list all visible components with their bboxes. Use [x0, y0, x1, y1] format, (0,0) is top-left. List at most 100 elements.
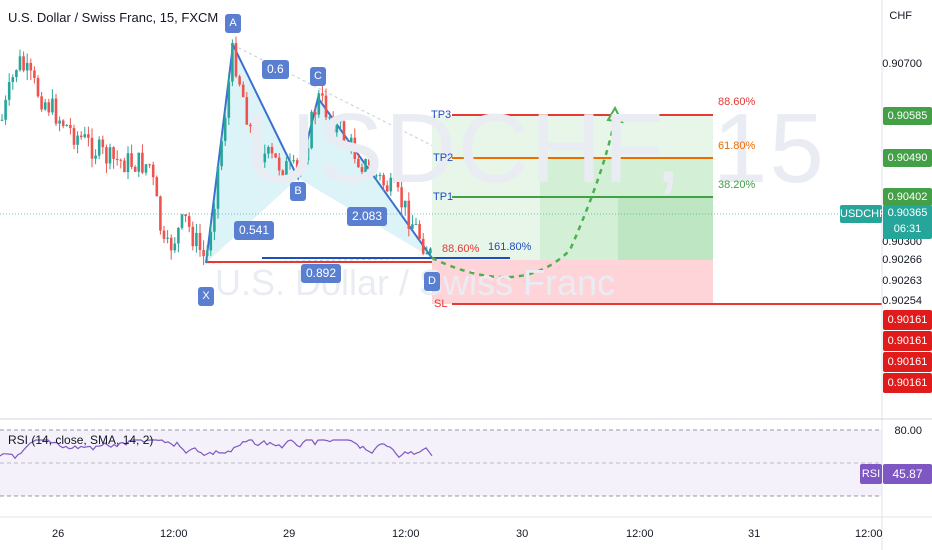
rsi-title: RSI (14, close, SMA, 14, 2)	[8, 433, 154, 447]
candle-body	[126, 153, 130, 173]
candle-body	[227, 81, 231, 118]
candle-body	[133, 166, 137, 172]
chart-title: U.S. Dollar / Swiss Franc, 15, FXCM	[8, 10, 219, 25]
candle-body	[303, 160, 306, 165]
candle-body	[94, 155, 97, 159]
candle-body	[223, 117, 227, 141]
candle-body	[11, 77, 15, 83]
rsi-level-label: 80.00	[894, 425, 922, 437]
candle-body	[177, 227, 180, 244]
watermark-symbol: USDCHF, 15	[245, 93, 826, 203]
candle-body	[187, 216, 191, 227]
tp1-label: TP1	[433, 191, 454, 203]
candle-body	[40, 96, 43, 110]
watermark-name: U.S. Dollar / Swiss Franc	[215, 262, 616, 303]
candle-body	[393, 177, 396, 182]
tp2-label: TP2	[433, 152, 454, 164]
current-price-value: 0.90365	[887, 207, 928, 219]
candle-body	[119, 159, 123, 161]
candle-body	[267, 147, 270, 154]
candle-body	[47, 102, 51, 113]
candle-body	[87, 134, 90, 138]
point-x-badge: X	[198, 287, 214, 306]
candle-body	[205, 250, 209, 257]
sl-price-tag: 0.90161	[883, 310, 932, 330]
candle-body	[155, 177, 159, 197]
candle-body	[33, 70, 36, 79]
candle-body	[4, 99, 7, 120]
candle-body	[231, 43, 234, 82]
candle-body	[123, 160, 126, 173]
entry-pct-right: 161.80%	[488, 241, 532, 253]
candle-body	[292, 160, 295, 162]
candle-body	[69, 124, 72, 129]
price-label: 0.90254	[882, 295, 922, 307]
candle-body	[130, 153, 133, 167]
candle-body	[101, 139, 105, 148]
time-label: 12:00	[626, 528, 654, 540]
ratio-bc-badge: 2.083	[347, 207, 388, 226]
candle-body	[159, 196, 162, 231]
candle-body	[378, 175, 382, 177]
candle-body	[288, 160, 292, 162]
candle-body	[335, 121, 339, 133]
candle-body	[263, 153, 267, 163]
candle-body	[148, 164, 151, 166]
candle-body	[411, 224, 414, 229]
rsi-line	[0, 439, 433, 460]
projection-curve	[431, 117, 617, 279]
candle-body	[400, 187, 403, 208]
candle-body	[277, 157, 281, 171]
candle-body	[252, 126, 256, 139]
tp3-pct: 88.60%	[718, 96, 756, 108]
point-b-badge: B	[290, 182, 306, 201]
candle-body	[364, 158, 367, 173]
candle-body	[429, 248, 432, 254]
candle-body	[90, 137, 94, 159]
candle-body	[213, 208, 216, 232]
candle-body	[115, 158, 119, 160]
candle-body	[346, 142, 349, 145]
candle-body	[216, 166, 220, 209]
candle-body	[367, 158, 371, 166]
sl-price-tag: 0.90161	[883, 373, 932, 393]
candle-body	[299, 164, 303, 171]
candle-body	[331, 117, 335, 133]
candle-body	[54, 98, 58, 124]
candle-body	[285, 161, 288, 177]
candle-body	[324, 95, 328, 118]
candle-body	[169, 237, 173, 251]
candle-body	[43, 102, 47, 110]
candle-body	[357, 158, 360, 168]
candle-body	[180, 214, 184, 228]
candle-body	[241, 84, 245, 98]
candle-body	[313, 111, 317, 115]
candle-body	[18, 56, 22, 71]
candle-body	[36, 78, 40, 97]
candle-body	[198, 232, 202, 250]
point-a-badge: A	[225, 14, 241, 33]
candle-body	[234, 43, 238, 77]
candle-body	[375, 175, 378, 177]
ratio-xb-badge: 0.541	[234, 221, 275, 240]
candle-body	[112, 147, 115, 159]
candle-body	[209, 231, 213, 251]
tp2-pct: 61.80%	[718, 140, 756, 152]
candle-body	[22, 56, 25, 71]
candle-body	[83, 134, 87, 138]
candle-body	[425, 253, 429, 255]
candle-body	[79, 135, 83, 138]
price-label: 0.90300	[882, 236, 922, 248]
candle-body	[306, 148, 310, 161]
candle-body	[0, 119, 4, 121]
sl-price-tag: 0.90161	[883, 331, 932, 351]
candle-body	[72, 128, 76, 145]
symbol-tag: USDCHF	[840, 205, 886, 223]
projection-arrow	[606, 105, 624, 124]
candle-body	[317, 93, 321, 115]
bcd-triangle	[298, 98, 432, 258]
candle-body	[414, 224, 418, 226]
current-price-tag: 0.90365 06:31	[883, 205, 932, 239]
candle-body	[321, 93, 324, 96]
